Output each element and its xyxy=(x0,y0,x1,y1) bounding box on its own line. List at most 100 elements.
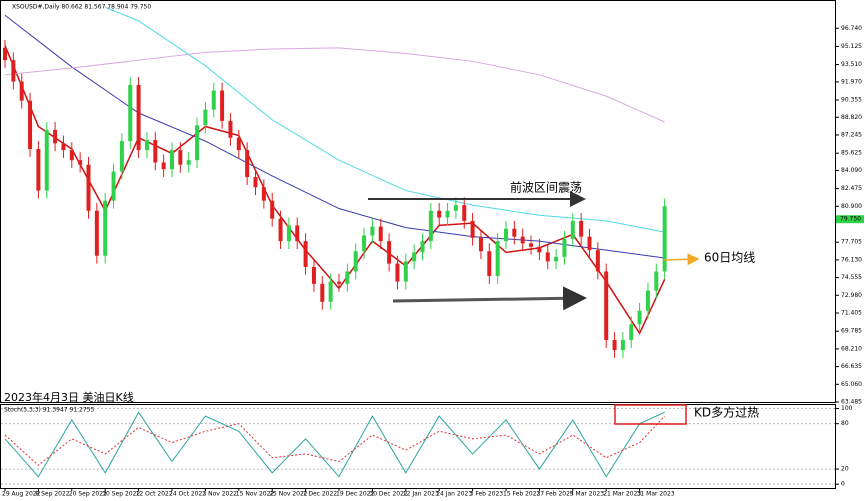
candle-body xyxy=(178,150,183,165)
candle-body xyxy=(487,251,492,276)
candle-body xyxy=(604,271,609,341)
candle-body xyxy=(295,225,300,242)
candle-body xyxy=(161,162,166,170)
candle-body xyxy=(69,150,74,161)
candle-body xyxy=(228,120,233,138)
candle-body xyxy=(453,205,458,211)
candle-body xyxy=(370,226,375,236)
y-tick-label: 65.060 xyxy=(841,381,862,388)
candle-body xyxy=(170,150,174,170)
x-tick-label: 9 Mar 2023 xyxy=(570,491,604,498)
candle-body xyxy=(53,129,58,144)
candle-body xyxy=(270,200,275,219)
y-tick-label: 80.900 xyxy=(841,203,862,210)
candle-body xyxy=(420,241,425,253)
candle-body xyxy=(403,261,408,282)
candle-body xyxy=(311,266,316,284)
y-tick-label: 63.485 xyxy=(841,399,862,406)
y-tick-label: 69.785 xyxy=(841,328,862,335)
line xyxy=(4,47,665,123)
candle-body xyxy=(428,210,433,242)
plot xyxy=(1,6,835,485)
candle-body xyxy=(3,47,7,61)
candle-body xyxy=(612,340,617,351)
candle-body xyxy=(94,210,99,256)
candle-body xyxy=(662,206,667,272)
candle-body xyxy=(378,226,383,242)
indicator-frame xyxy=(0,404,836,489)
y-tick-label: 100 xyxy=(841,405,853,412)
x-tick-label: 3 Feb 2023 xyxy=(470,491,504,498)
candle-body xyxy=(245,150,250,178)
candle-body xyxy=(153,139,158,163)
arrow xyxy=(392,286,587,311)
candle-body xyxy=(587,236,592,251)
y-tick-label: 93.510 xyxy=(841,61,862,68)
candle-body xyxy=(103,200,108,256)
x-tick-label: 30 Dec 2022 xyxy=(369,491,408,498)
x-tick-label: 29 Aug 2022 xyxy=(2,491,41,498)
x-tick-label: 15 Nov 2022 xyxy=(236,491,275,498)
candle-body xyxy=(278,218,283,242)
candle-body xyxy=(345,271,350,284)
candle-body xyxy=(437,210,442,218)
candle-body xyxy=(462,205,467,221)
x-tick-label: 15 Feb 2023 xyxy=(503,491,541,498)
line xyxy=(4,411,665,478)
candle-body xyxy=(44,129,49,191)
last-price-label: 79.750 xyxy=(840,216,861,223)
candle-body xyxy=(328,281,333,302)
x-tick-label: 27 Feb 2023 xyxy=(536,491,574,498)
candle-body xyxy=(86,164,91,211)
y-tick-label: 90.355 xyxy=(841,97,862,104)
x-tick-label: 3 Nov 2022 xyxy=(202,491,237,498)
candle-body xyxy=(362,235,367,252)
candle-body xyxy=(470,220,475,238)
candle-body xyxy=(19,81,24,101)
candle-body xyxy=(595,250,600,272)
x-tick-label: 12 Jan 2023 xyxy=(403,491,439,498)
candle-body xyxy=(186,160,191,165)
candle-body xyxy=(36,148,41,191)
indicator-title: Stoch(5,3,3) 91.3947 91.2755 xyxy=(4,407,95,414)
candle-body xyxy=(119,141,124,172)
x-tick-label: 12 Oct 2022 xyxy=(136,491,173,498)
y-tick-label: 76.130 xyxy=(841,256,862,263)
x-tick-label: 7 Dec 2022 xyxy=(303,491,338,498)
candle-body xyxy=(28,100,33,149)
candle-body xyxy=(637,310,642,325)
candle-body xyxy=(136,84,141,151)
candle-body xyxy=(236,137,241,151)
arrow xyxy=(663,253,700,266)
x-tick-label: 20 Sep 2022 xyxy=(69,491,107,498)
y-tick-label: 84.090 xyxy=(841,167,862,174)
y-tick-label: 68.210 xyxy=(841,345,862,352)
line xyxy=(4,415,666,466)
candle-body xyxy=(412,252,417,262)
y-tick-label: 85.625 xyxy=(841,150,862,157)
y-tick-label: 87.245 xyxy=(841,131,862,138)
candle-body xyxy=(579,220,584,237)
y-tick-label: 20 xyxy=(841,466,849,473)
y-tick-label: 74.555 xyxy=(841,274,862,281)
candle-body xyxy=(111,171,116,201)
candle-body xyxy=(570,220,575,239)
candle-body xyxy=(387,241,392,264)
candle-body xyxy=(562,238,567,257)
x-tick-label: 31 Mar 2023 xyxy=(637,491,675,498)
x-tick-label: 24 Oct 2022 xyxy=(169,491,206,498)
y-tick-label: 71.405 xyxy=(841,309,862,316)
x-tick-label: 21 Mar 2023 xyxy=(603,491,641,498)
last-price-box xyxy=(836,215,864,224)
y-tick-label: 96.740 xyxy=(841,25,862,32)
line xyxy=(4,14,665,259)
candle-body xyxy=(445,210,450,218)
candle-body xyxy=(144,139,149,151)
y-tick-label: 91.970 xyxy=(841,78,862,85)
y-tick-label: 80 xyxy=(841,420,849,427)
candle-body xyxy=(654,271,659,291)
candle-body xyxy=(253,177,258,188)
candle-body xyxy=(537,246,542,253)
candle-body xyxy=(128,84,133,142)
